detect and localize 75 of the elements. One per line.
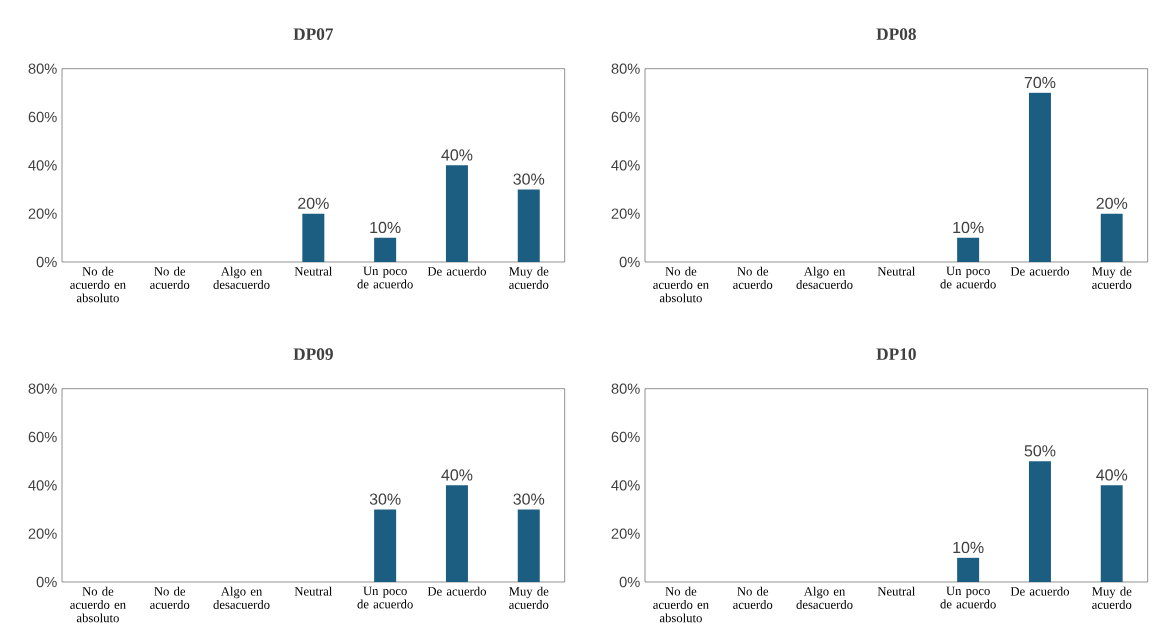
x-tick-label: Un poco de acuerdo (940, 266, 996, 289)
data-label: 40% (441, 149, 473, 161)
y-tick-label: 40% (28, 160, 57, 171)
x-tick-label: Algo en desacuerdo (213, 586, 270, 609)
x-tick-label: Neutral (294, 586, 333, 596)
x-tick-label: De acuerdo (427, 586, 487, 596)
x-tick-label: Un poco de acuerdo (357, 586, 413, 609)
data-label: 40% (441, 469, 473, 481)
x-tick-label: No de acuerdo (733, 586, 773, 609)
x-tick-label: Neutral (877, 586, 916, 596)
x-tick-label: Un poco de acuerdo (357, 266, 413, 289)
data-label: 10% (953, 221, 984, 234)
bar (374, 237, 397, 262)
x-tick-label: No de acuerdo (150, 586, 190, 609)
data-label: 20% (298, 197, 329, 209)
y-tick-label: 40% (611, 480, 640, 491)
y-tick-label: 0% (619, 256, 640, 268)
chart-title: DP09 (293, 348, 333, 360)
y-tick-label: 40% (28, 480, 57, 491)
x-tick-label: Algo en desacuerdo (796, 586, 853, 609)
y-tick-label: 80% (28, 63, 57, 74)
x-tick-label: Un poco de acuerdo (940, 586, 996, 609)
data-label: 10% (953, 541, 984, 554)
x-tick-label: De acuerdo (427, 266, 487, 276)
y-tick-label: 60% (611, 431, 640, 443)
x-tick-label: Neutral (294, 266, 333, 276)
x-tick-label: No de acuerdo (150, 266, 190, 289)
bar (1028, 92, 1051, 262)
bar (957, 237, 980, 262)
x-tick-label: Algo en desacuerdo (213, 266, 270, 289)
x-tick-label: No de acuerdo (733, 266, 773, 289)
bar (302, 213, 325, 262)
x-tick-label: Muy de acuerdo (509, 266, 549, 289)
x-tick-label: Muy de acuerdo (1092, 266, 1132, 289)
y-tick-label: 80% (28, 383, 57, 394)
data-label: 30% (513, 173, 545, 185)
bar (1028, 461, 1051, 582)
y-tick-label: 20% (611, 528, 640, 539)
bar (445, 165, 468, 262)
y-tick-label: 40% (611, 160, 640, 171)
x-tick-label: Algo en desacuerdo (796, 266, 853, 289)
chart-title: DP07 (293, 28, 334, 40)
x-tick-label: De acuerdo (1010, 266, 1070, 276)
y-tick-label: 20% (611, 208, 640, 219)
x-tick-label: Muy de acuerdo (1092, 586, 1132, 609)
bar (1100, 213, 1123, 262)
bar (957, 557, 980, 582)
data-label: 50% (1024, 445, 1056, 457)
x-tick-label: No de acuerdo en absoluto (70, 266, 126, 303)
y-tick-label: 0% (36, 256, 57, 268)
bar (1100, 485, 1123, 582)
x-tick-label: No de acuerdo en absoluto (70, 586, 126, 623)
x-tick-label: Muy de acuerdo (509, 586, 549, 609)
y-tick-label: 60% (611, 111, 640, 123)
y-tick-label: 60% (28, 431, 57, 443)
data-label: 30% (369, 493, 401, 505)
y-tick-label: 80% (611, 63, 640, 74)
data-label: 20% (1096, 197, 1128, 209)
x-tick-label: Neutral (877, 266, 916, 276)
chart-title: DP08 (876, 28, 916, 40)
y-tick-label: 0% (36, 576, 57, 588)
data-label: 40% (1096, 469, 1128, 481)
x-tick-label: De acuerdo (1010, 586, 1070, 596)
data-label: 70% (1024, 76, 1056, 89)
x-tick-label: No de acuerdo en absoluto (653, 266, 709, 303)
chart-title: DP10 (876, 348, 916, 360)
bar (517, 189, 540, 262)
data-label: 30% (513, 493, 545, 505)
y-tick-label: 80% (611, 383, 640, 394)
x-tick-label: No de acuerdo en absoluto (653, 586, 709, 623)
y-tick-label: 0% (619, 576, 640, 588)
y-tick-label: 20% (28, 528, 57, 539)
data-label: 10% (370, 221, 401, 234)
y-tick-label: 20% (28, 208, 57, 219)
y-tick-label: 60% (28, 111, 57, 123)
